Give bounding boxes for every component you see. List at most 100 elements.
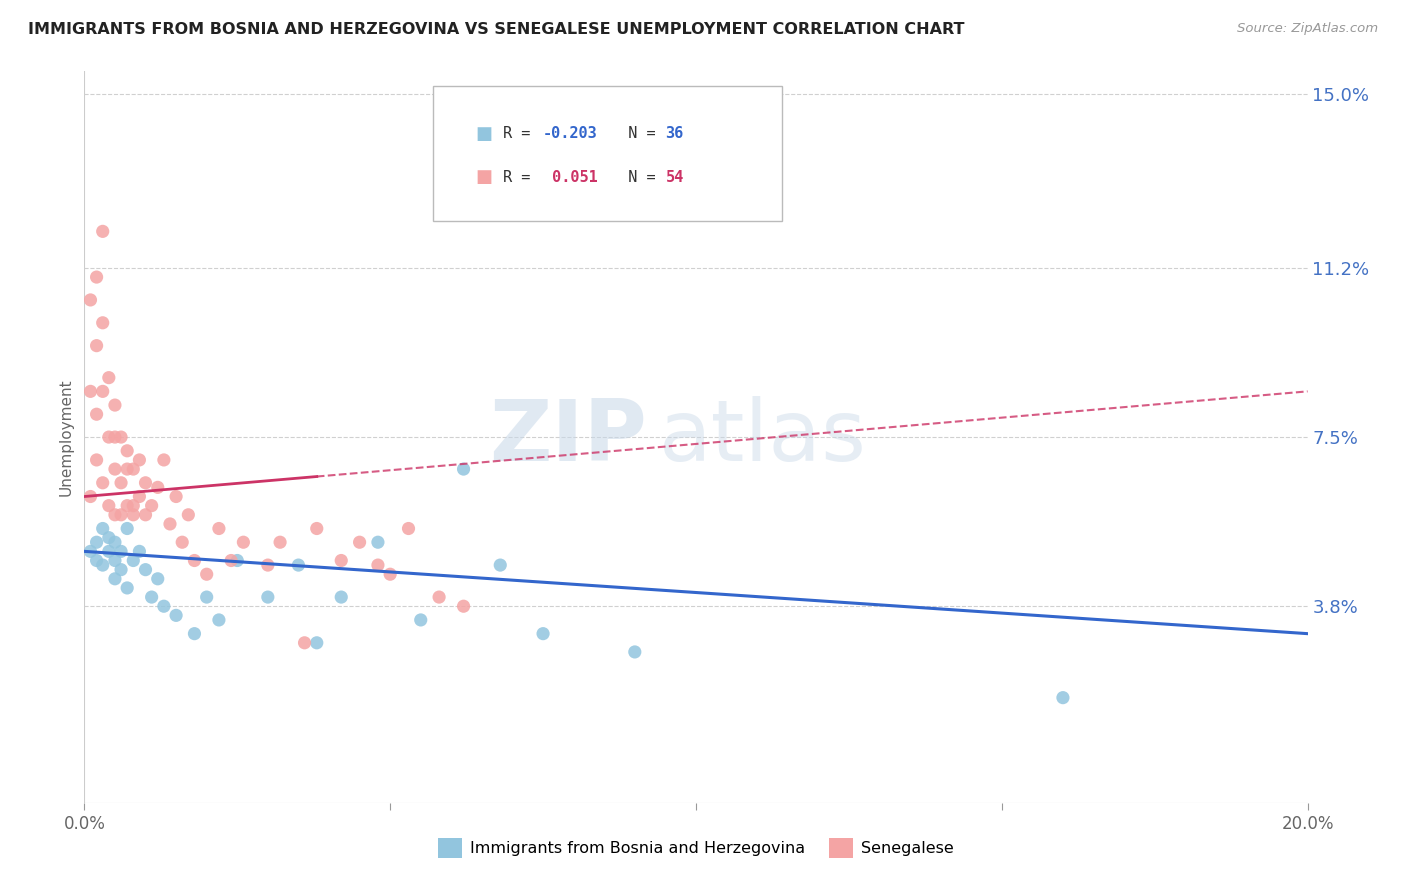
Point [97, 531, 120, 545]
Point [79, 293, 101, 307]
Point [91, 384, 114, 399]
Point [380, 567, 402, 582]
Point [122, 508, 145, 522]
Point [219, 553, 242, 567]
Point [104, 535, 127, 549]
Point [110, 563, 132, 577]
Point [269, 535, 291, 549]
Text: R =: R = [503, 126, 540, 141]
Point [195, 567, 218, 582]
Point [165, 490, 187, 504]
Point [128, 544, 150, 558]
Point [153, 453, 176, 467]
Point [427, 590, 450, 604]
Point [79, 544, 101, 558]
Point [128, 453, 150, 467]
Point [1052, 690, 1074, 705]
Point [122, 462, 145, 476]
Text: Source: ZipAtlas.com: Source: ZipAtlas.com [1237, 22, 1378, 36]
Point [86, 535, 108, 549]
Point [195, 590, 218, 604]
Point [453, 462, 475, 476]
Point [367, 535, 389, 549]
Text: 36: 36 [665, 126, 683, 141]
Point [153, 599, 176, 614]
Point [141, 499, 163, 513]
Point [104, 462, 127, 476]
Point [257, 558, 280, 573]
Text: ZIP: ZIP [489, 395, 647, 479]
Point [104, 572, 127, 586]
Point [165, 608, 187, 623]
Point [367, 558, 389, 573]
Point [86, 553, 108, 567]
Point [226, 553, 249, 567]
Point [104, 508, 127, 522]
Point [141, 590, 163, 604]
Text: IMMIGRANTS FROM BOSNIA AND HERZEGOVINA VS SENEGALESE UNEMPLOYMENT CORRELATION CH: IMMIGRANTS FROM BOSNIA AND HERZEGOVINA V… [28, 22, 965, 37]
Point [257, 590, 280, 604]
Point [305, 521, 328, 535]
Point [122, 553, 145, 567]
Point [531, 626, 554, 640]
Point [97, 370, 120, 384]
Point [287, 558, 309, 573]
Point [115, 521, 138, 535]
Point [135, 508, 157, 522]
Point [330, 590, 353, 604]
Point [146, 572, 169, 586]
Point [172, 535, 194, 549]
Point [86, 270, 108, 285]
Point [97, 544, 120, 558]
Point [305, 636, 328, 650]
Point [177, 508, 200, 522]
Point [135, 475, 157, 490]
Y-axis label: Unemployment: Unemployment [58, 378, 73, 496]
Point [115, 462, 138, 476]
Point [110, 475, 132, 490]
Point [489, 558, 512, 573]
Point [349, 535, 371, 549]
Point [208, 613, 231, 627]
Point [104, 553, 127, 567]
Text: 0.051: 0.051 [543, 169, 598, 185]
FancyBboxPatch shape [433, 86, 782, 221]
Point [110, 430, 132, 444]
Point [86, 407, 108, 421]
Point [409, 613, 432, 627]
Point [91, 224, 114, 238]
Point [398, 521, 420, 535]
Point [330, 553, 353, 567]
Point [97, 499, 120, 513]
Point [159, 516, 181, 531]
Text: R =: R = [503, 169, 540, 185]
Point [110, 544, 132, 558]
Point [86, 338, 108, 352]
Point [110, 508, 132, 522]
Point [624, 645, 647, 659]
Point [115, 443, 138, 458]
Text: N =: N = [610, 169, 665, 185]
Point [115, 581, 138, 595]
Point [128, 490, 150, 504]
Point [232, 535, 254, 549]
Point [115, 499, 138, 513]
Text: -0.203: -0.203 [543, 126, 598, 141]
Point [104, 398, 127, 412]
Point [91, 558, 114, 573]
Point [183, 553, 205, 567]
Point [79, 490, 101, 504]
Text: N =: N = [610, 126, 665, 141]
Point [135, 563, 157, 577]
Text: 54: 54 [665, 169, 683, 185]
Point [91, 316, 114, 330]
Point [294, 636, 316, 650]
Text: ■: ■ [475, 125, 492, 143]
Point [453, 599, 475, 614]
Text: atlas: atlas [659, 395, 868, 479]
Point [122, 499, 145, 513]
Point [91, 521, 114, 535]
Point [97, 430, 120, 444]
Point [104, 430, 127, 444]
Point [91, 475, 114, 490]
